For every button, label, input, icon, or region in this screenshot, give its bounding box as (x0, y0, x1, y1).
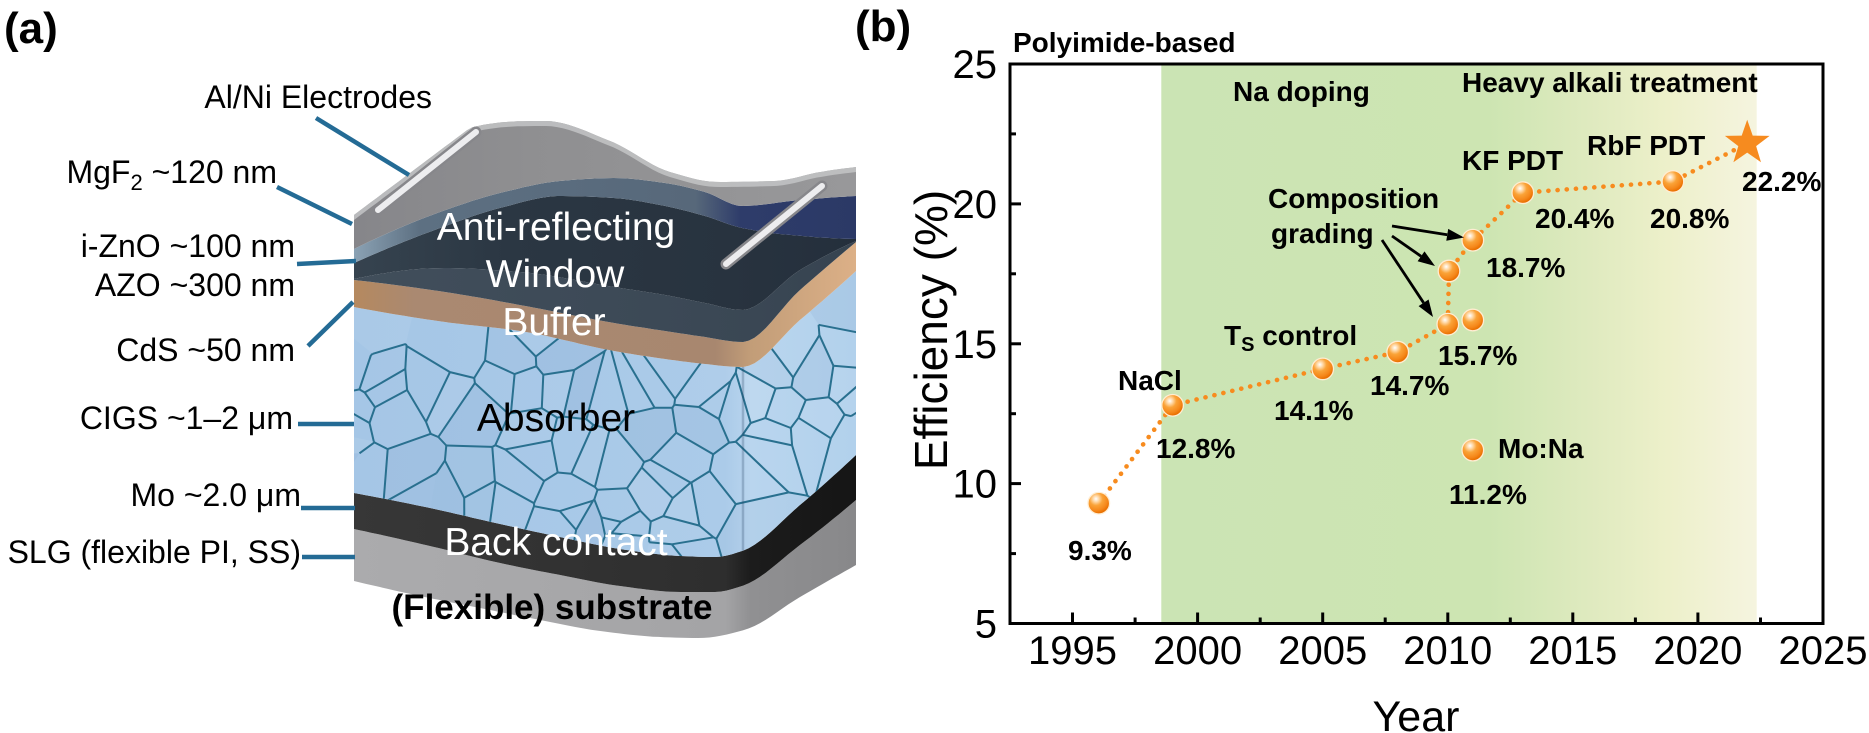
svg-text:14.1%: 14.1% (1274, 395, 1353, 426)
svg-text:20: 20 (953, 183, 998, 227)
svg-text:Polyimide-based: Polyimide-based (1013, 27, 1236, 58)
svg-text:Mo ~2.0 μm: Mo ~2.0 μm (131, 477, 302, 513)
svg-text:20.4%: 20.4% (1535, 203, 1614, 234)
svg-text:10: 10 (953, 463, 998, 507)
svg-text:Year: Year (1373, 693, 1460, 733)
svg-text:5: 5 (975, 603, 997, 647)
svg-text:Absorber: Absorber (477, 397, 635, 440)
svg-text:25: 25 (953, 43, 998, 87)
svg-text:CdS ~50 nm: CdS ~50 nm (116, 332, 295, 368)
svg-text:Mo:Na: Mo:Na (1498, 433, 1584, 464)
svg-text:9.3%: 9.3% (1068, 535, 1132, 566)
svg-text:Efficiency (%): Efficiency (%) (905, 190, 957, 470)
svg-text:15: 15 (953, 323, 998, 367)
svg-text:MgF2 ~120 nm: MgF2 ~120 nm (66, 154, 277, 195)
svg-text:2005: 2005 (1278, 629, 1367, 673)
svg-text:2025: 2025 (1779, 629, 1868, 673)
svg-text:18.7%: 18.7% (1486, 252, 1565, 283)
svg-text:SLG (flexible PI, SS): SLG (flexible PI, SS) (8, 534, 301, 570)
svg-text:Na doping: Na doping (1233, 76, 1370, 107)
svg-text:Back contact: Back contact (444, 521, 667, 564)
svg-text:NaCl: NaCl (1118, 365, 1182, 396)
svg-text:Anti-reflecting: Anti-reflecting (437, 206, 675, 249)
svg-text:Composition: Composition (1268, 183, 1439, 214)
svg-text:14.7%: 14.7% (1370, 370, 1449, 401)
svg-text:(b): (b) (855, 2, 911, 51)
svg-text:Buffer: Buffer (502, 301, 605, 344)
svg-text:RbF PDT: RbF PDT (1587, 130, 1705, 161)
svg-text:KF PDT: KF PDT (1462, 145, 1563, 176)
svg-text:CIGS ~1–2 μm: CIGS ~1–2 μm (80, 400, 293, 436)
svg-text:grading: grading (1271, 218, 1374, 249)
svg-text:15.7%: 15.7% (1438, 340, 1517, 371)
svg-text:(Flexible) substrate: (Flexible) substrate (392, 588, 713, 627)
svg-text:i-ZnO ~100 nm: i-ZnO ~100 nm (81, 228, 295, 264)
svg-text:Window: Window (486, 253, 626, 296)
svg-text:Heavy alkali treatment: Heavy alkali treatment (1462, 67, 1758, 98)
svg-text:2020: 2020 (1653, 629, 1742, 673)
svg-text:2015: 2015 (1528, 629, 1617, 673)
svg-text:2010: 2010 (1403, 629, 1492, 673)
svg-text:Al/Ni Electrodes: Al/Ni Electrodes (204, 79, 432, 115)
svg-text:12.8%: 12.8% (1156, 433, 1235, 464)
svg-text:20.8%: 20.8% (1650, 203, 1729, 234)
svg-text:2000: 2000 (1153, 629, 1242, 673)
svg-text:(a): (a) (4, 4, 58, 53)
svg-text:1995: 1995 (1028, 629, 1117, 673)
svg-text:AZO ~300 nm: AZO ~300 nm (95, 267, 295, 303)
svg-text:22.2%: 22.2% (1742, 166, 1821, 197)
svg-text:11.2%: 11.2% (1449, 479, 1527, 510)
